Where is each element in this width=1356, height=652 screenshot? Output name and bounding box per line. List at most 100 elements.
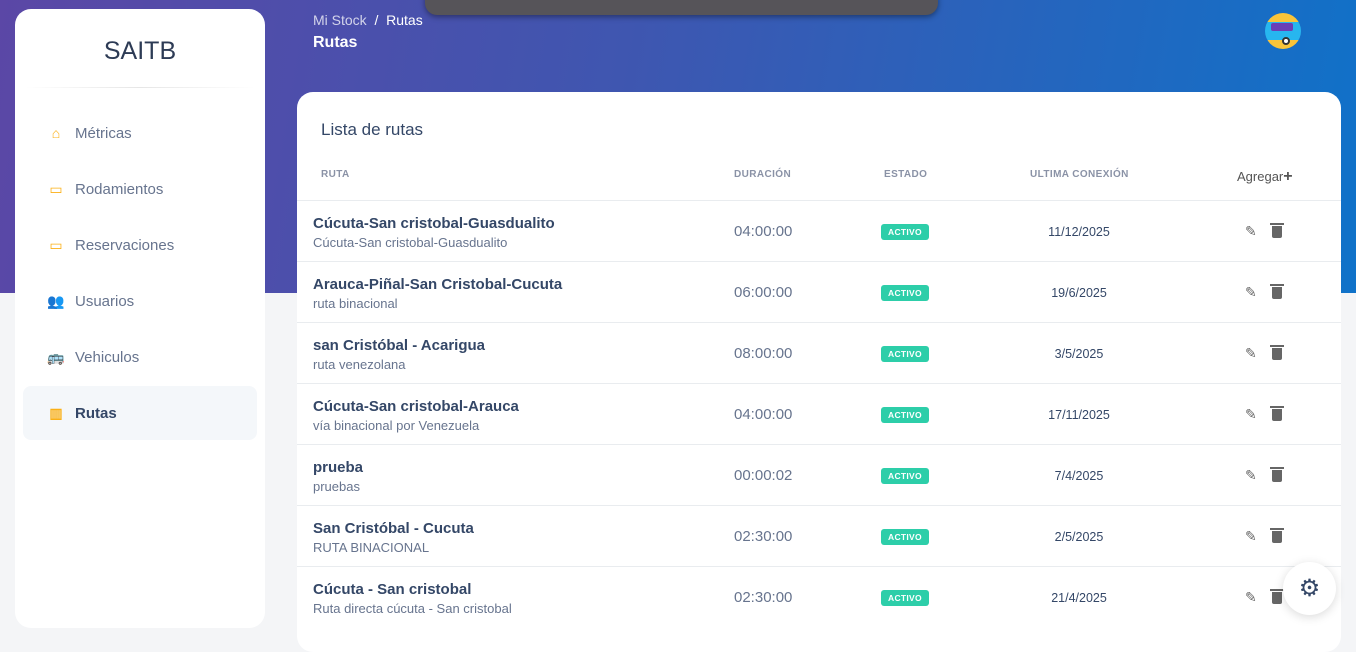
edit-button[interactable]: ✎ bbox=[1245, 223, 1257, 240]
home-icon: ⌂ bbox=[51, 125, 61, 141]
sidebar-item-label: Reservaciones bbox=[75, 236, 175, 254]
last-connection: 19/6/2025 bbox=[1051, 286, 1107, 300]
sidebar-item-label: Usuarios bbox=[75, 292, 135, 310]
header-ultima-conexion: ULTIMA CONEXIÓN bbox=[1030, 169, 1129, 180]
route-name: Cúcuta - San cristobal bbox=[313, 581, 472, 598]
status-badge: ACTIVO bbox=[881, 468, 929, 484]
trash-icon bbox=[1270, 467, 1284, 482]
delete-button[interactable] bbox=[1270, 284, 1284, 299]
header-estado: ESTADO bbox=[884, 169, 928, 180]
divider bbox=[25, 87, 255, 88]
route-name: san Cristóbal - Acarigua bbox=[313, 337, 485, 354]
pencil-icon: ✎ bbox=[1245, 528, 1257, 544]
sidebar-item-reservaciones[interactable]: ▭ Reservaciones bbox=[23, 218, 257, 272]
bus-icon: 🚌 bbox=[47, 348, 65, 365]
route-description: Cúcuta-San cristobal-Guasdualito bbox=[313, 235, 508, 250]
route-duration: 04:00:00 bbox=[734, 406, 793, 423]
sidebar-item-label: Rutas bbox=[75, 404, 117, 422]
delete-button[interactable] bbox=[1270, 406, 1284, 421]
edit-button[interactable]: ✎ bbox=[1245, 406, 1257, 423]
route-name: San Cristóbal - Cucuta bbox=[313, 520, 474, 537]
route-duration: 04:00:00 bbox=[734, 223, 793, 240]
header-duracion: DURACIÓN bbox=[734, 169, 792, 180]
trash-icon bbox=[1270, 284, 1284, 299]
breadcrumb-separator: / bbox=[374, 12, 379, 28]
pencil-icon: ✎ bbox=[1245, 284, 1257, 300]
plus-icon: + bbox=[1283, 168, 1293, 185]
gear-icon: ⚙ bbox=[1298, 575, 1321, 602]
route-duration: 02:30:00 bbox=[734, 589, 793, 606]
users-icon: 👥 bbox=[47, 292, 65, 309]
edit-button[interactable]: ✎ bbox=[1245, 284, 1257, 301]
sidebar-item-label: Rodamientos bbox=[75, 180, 164, 198]
trash-icon bbox=[1270, 406, 1284, 421]
breadcrumb-current: Rutas bbox=[386, 12, 423, 28]
card-title: Lista de rutas bbox=[321, 120, 424, 139]
delete-button[interactable] bbox=[1270, 528, 1284, 543]
last-connection: 3/5/2025 bbox=[1054, 347, 1104, 361]
last-connection: 2/5/2025 bbox=[1054, 530, 1104, 544]
table-row: prueba pruebas 00:00:02 ACTIVO 7/4/2025 … bbox=[297, 444, 1341, 505]
pencil-icon: ✎ bbox=[1245, 223, 1257, 239]
route-duration: 08:00:00 bbox=[734, 345, 793, 362]
trash-icon bbox=[1270, 528, 1284, 543]
edit-button[interactable]: ✎ bbox=[1245, 528, 1257, 545]
page-title: Rutas bbox=[313, 34, 358, 51]
table-row: san Cristóbal - Acarigua ruta venezolana… bbox=[297, 322, 1341, 383]
route-name: Cúcuta-San cristobal-Arauca bbox=[313, 398, 519, 415]
route-name: prueba bbox=[313, 459, 364, 476]
status-badge: ACTIVO bbox=[881, 590, 929, 606]
delete-button[interactable] bbox=[1270, 345, 1284, 360]
status-badge: ACTIVO bbox=[881, 285, 929, 301]
route-name: Arauca-Piñal-San Cristobal-Cucuta bbox=[313, 276, 563, 293]
sidebar-item-rodamientos[interactable]: ▭ Rodamientos bbox=[23, 162, 257, 216]
route-name: Cúcuta-San cristobal-Guasdualito bbox=[313, 215, 555, 232]
breadcrumb-root[interactable]: Mi Stock bbox=[313, 12, 367, 28]
sidebar-item-label: Vehiculos bbox=[75, 348, 140, 366]
delete-button[interactable] bbox=[1270, 223, 1284, 238]
routes-card: Lista de rutas RUTA DURACIÓN ESTADO ULTI… bbox=[297, 92, 1341, 652]
map-icon: ▥ bbox=[49, 404, 63, 421]
status-badge: ACTIVO bbox=[881, 529, 929, 545]
header-ruta: RUTA bbox=[321, 169, 350, 180]
avatar[interactable] bbox=[1265, 13, 1301, 49]
brand-logo: SAITB bbox=[103, 37, 177, 65]
delete-button[interactable] bbox=[1270, 467, 1284, 482]
table-row: Cúcuta-San cristobal-Guasdualito Cúcuta-… bbox=[297, 200, 1341, 261]
sidebar-item-rutas[interactable]: ▥ Rutas bbox=[23, 386, 257, 440]
sidebar-item-label: Métricas bbox=[75, 124, 132, 142]
route-description: ruta venezolana bbox=[313, 357, 406, 372]
route-description: pruebas bbox=[313, 479, 360, 494]
last-connection: 21/4/2025 bbox=[1051, 591, 1107, 605]
last-connection: 17/11/2025 bbox=[1048, 408, 1110, 422]
last-connection: 7/4/2025 bbox=[1054, 469, 1104, 483]
add-route-button[interactable]: Agregar+ bbox=[1237, 168, 1293, 186]
trash-icon bbox=[1270, 345, 1284, 360]
route-duration: 06:00:00 bbox=[734, 284, 793, 301]
routes-table: Cúcuta-San cristobal-Guasdualito Cúcuta-… bbox=[297, 200, 1341, 627]
route-description: vía binacional por Venezuela bbox=[313, 418, 480, 433]
status-badge: ACTIVO bbox=[881, 224, 929, 240]
sidebar: SAITB ⌂ Métricas ▭ Rodamientos ▭ Reservacione… bbox=[15, 9, 265, 628]
table-row: San Cristóbal - Cucuta RUTA BINACIONAL 0… bbox=[297, 505, 1341, 566]
sidebar-item-usuarios[interactable]: 👥 Usuarios bbox=[23, 274, 257, 328]
pencil-icon: ✎ bbox=[1245, 467, 1257, 483]
route-duration: 02:30:00 bbox=[734, 528, 793, 545]
pencil-icon: ✎ bbox=[1245, 406, 1257, 422]
route-description: ruta binacional bbox=[313, 296, 398, 311]
settings-button[interactable]: ⚙ bbox=[1283, 562, 1336, 615]
sidebar-item-metricas[interactable]: ⌂ Métricas bbox=[23, 106, 257, 160]
breadcrumb: Mi Stock / Rutas bbox=[313, 12, 423, 28]
last-connection: 11/12/2025 bbox=[1048, 225, 1110, 239]
ticket-icon: ▭ bbox=[49, 236, 63, 253]
edit-button[interactable]: ✎ bbox=[1245, 345, 1257, 362]
edit-button[interactable]: ✎ bbox=[1245, 467, 1257, 484]
sidebar-item-vehiculos[interactable]: 🚌 Vehiculos bbox=[23, 330, 257, 384]
edit-button[interactable]: ✎ bbox=[1245, 589, 1257, 606]
table-row: Cúcuta-San cristobal-Arauca vía binacion… bbox=[297, 383, 1341, 444]
route-duration: 00:00:02 bbox=[734, 467, 793, 484]
pencil-icon: ✎ bbox=[1245, 589, 1257, 605]
delete-button[interactable] bbox=[1270, 589, 1284, 604]
table-row: Arauca-Piñal-San Cristobal-Cucuta ruta b… bbox=[297, 261, 1341, 322]
ticket-icon: ▭ bbox=[49, 180, 63, 197]
